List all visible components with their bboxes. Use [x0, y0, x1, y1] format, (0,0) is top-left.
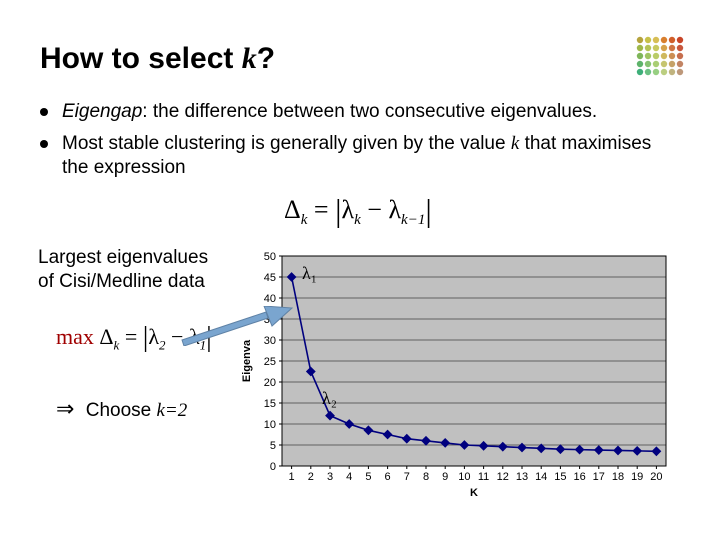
svg-text:1: 1: [289, 471, 295, 483]
svg-text:17: 17: [593, 471, 605, 483]
f2-delta: Δ: [99, 324, 113, 349]
svg-text:12: 12: [497, 471, 509, 483]
f1-lam1-sub: k: [354, 212, 361, 228]
lambda-1-label: λ₁: [302, 263, 317, 284]
svg-text:2: 2: [308, 471, 314, 483]
svg-text:13: 13: [516, 471, 528, 483]
bullet-1-rest: : the difference between two consecutive…: [142, 101, 597, 122]
eigenvalue-chart: 0510152025303540455012345678910111213141…: [238, 248, 678, 505]
svg-text:3: 3: [327, 471, 333, 483]
svg-text:15: 15: [264, 398, 276, 410]
largest-eig-l2: of Cisi/Medline data: [38, 270, 208, 294]
lambda-2-label: λ₂: [322, 388, 337, 409]
choose-text: Choose: [80, 400, 156, 421]
svg-text:5: 5: [270, 440, 276, 452]
f1-eq: =: [307, 195, 335, 224]
f1-delta: Δ: [284, 195, 301, 224]
svg-text:20: 20: [650, 471, 662, 483]
svg-text:16: 16: [573, 471, 585, 483]
svg-text:20: 20: [264, 377, 276, 389]
pointer-arrow: [178, 306, 298, 351]
svg-text:K: K: [470, 487, 478, 499]
choose-kv: k=2: [156, 400, 187, 421]
svg-text:45: 45: [264, 272, 276, 284]
bullet-1: Eigengap: the difference between two con…: [40, 100, 680, 124]
corner-dot-grid: [636, 36, 684, 81]
svg-text:5: 5: [365, 471, 371, 483]
svg-text:19: 19: [631, 471, 643, 483]
page-title: How to select k?: [40, 42, 275, 76]
bullet-2: Most stable clustering is generally give…: [40, 132, 680, 180]
f1-bar2: |: [425, 192, 431, 228]
svg-text:11: 11: [478, 471, 489, 483]
f2-max: max: [56, 324, 99, 349]
bullet-dot-icon: [40, 140, 48, 148]
svg-text:8: 8: [423, 471, 429, 483]
f1-lam1: λ: [341, 195, 354, 224]
svg-text:4: 4: [346, 471, 352, 483]
svg-text:50: 50: [264, 251, 276, 263]
bullet-1-text: Eigengap: the difference between two con…: [62, 100, 597, 124]
bullet-2a: Most stable clustering is generally give…: [62, 133, 511, 154]
svg-text:7: 7: [404, 471, 410, 483]
implies-icon: ⇒: [56, 396, 74, 421]
bullet-list: Eigengap: the difference between two con…: [40, 100, 680, 187]
svg-text:9: 9: [442, 471, 448, 483]
largest-eig-label: Largest eigenvalues of Cisi/Medline data: [38, 246, 208, 294]
svg-text:40: 40: [264, 293, 276, 305]
title-suffix: ?: [257, 42, 275, 75]
bullet-2-text: Most stable clustering is generally give…: [62, 132, 680, 180]
f1-lam2-sub: k−1: [401, 212, 425, 228]
choose-k: ⇒ Choose k=2: [56, 396, 187, 422]
svg-text:15: 15: [554, 471, 566, 483]
f2-eq: =: [119, 324, 142, 349]
svg-text:6: 6: [385, 471, 391, 483]
bullet-1-term: Eigengap: [62, 101, 142, 122]
f1-minus: −: [361, 195, 389, 224]
svg-text:10: 10: [458, 471, 470, 483]
svg-text:14: 14: [535, 471, 547, 483]
f1-lam2: λ: [388, 195, 401, 224]
svg-text:10: 10: [264, 419, 276, 431]
svg-text:25: 25: [264, 356, 276, 368]
f2-lam1: λ: [148, 324, 159, 349]
svg-text:18: 18: [612, 471, 624, 483]
bullet-dot-icon: [40, 108, 48, 116]
formula-eigengap: Δk = |λk − λk−1|: [284, 192, 432, 229]
title-k: k: [242, 42, 257, 75]
svg-text:0: 0: [270, 461, 276, 473]
largest-eig-l1: Largest eigenvalues: [38, 246, 208, 270]
title-prefix: How to select: [40, 42, 242, 75]
